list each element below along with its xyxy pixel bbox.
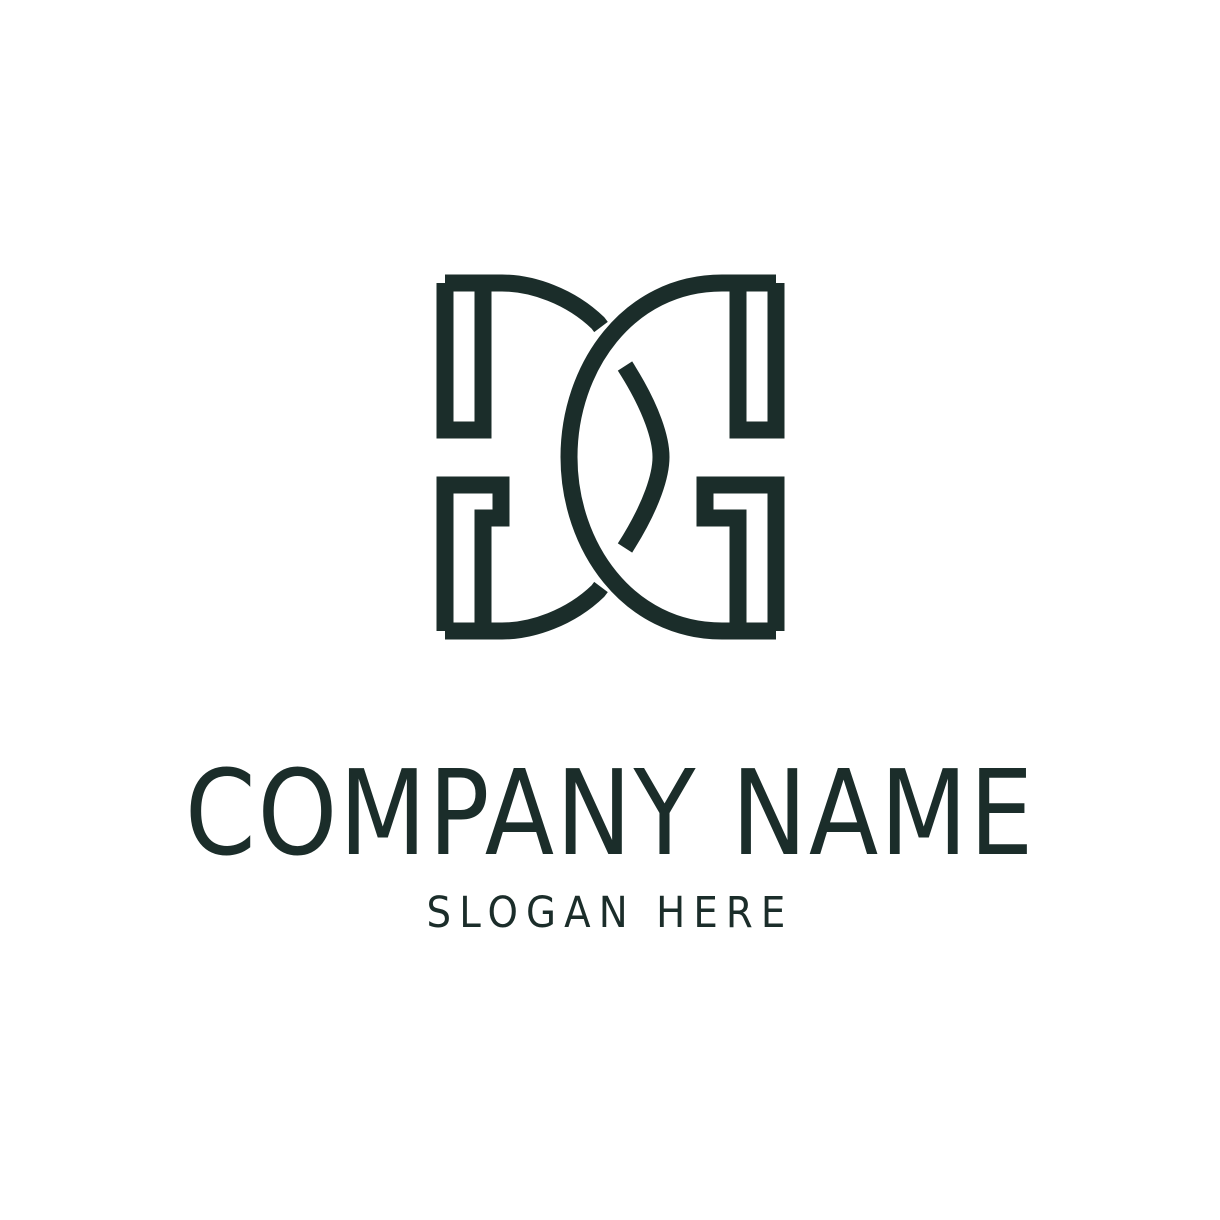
slogan: SLOGAN HERE [426, 888, 794, 938]
monogram-left-bottom-bar [436, 476, 608, 640]
monogram-inner-arc [617, 361, 670, 553]
monogram-left-letter [445, 274, 608, 333]
monogram-left-top-bar [436, 283, 492, 439]
monogram-right-top-bar [729, 283, 785, 439]
monogram-right-bottom-bar [696, 476, 785, 631]
monogram-right-arc [560, 274, 776, 640]
company-name: COMPANY NAME [184, 744, 1036, 882]
